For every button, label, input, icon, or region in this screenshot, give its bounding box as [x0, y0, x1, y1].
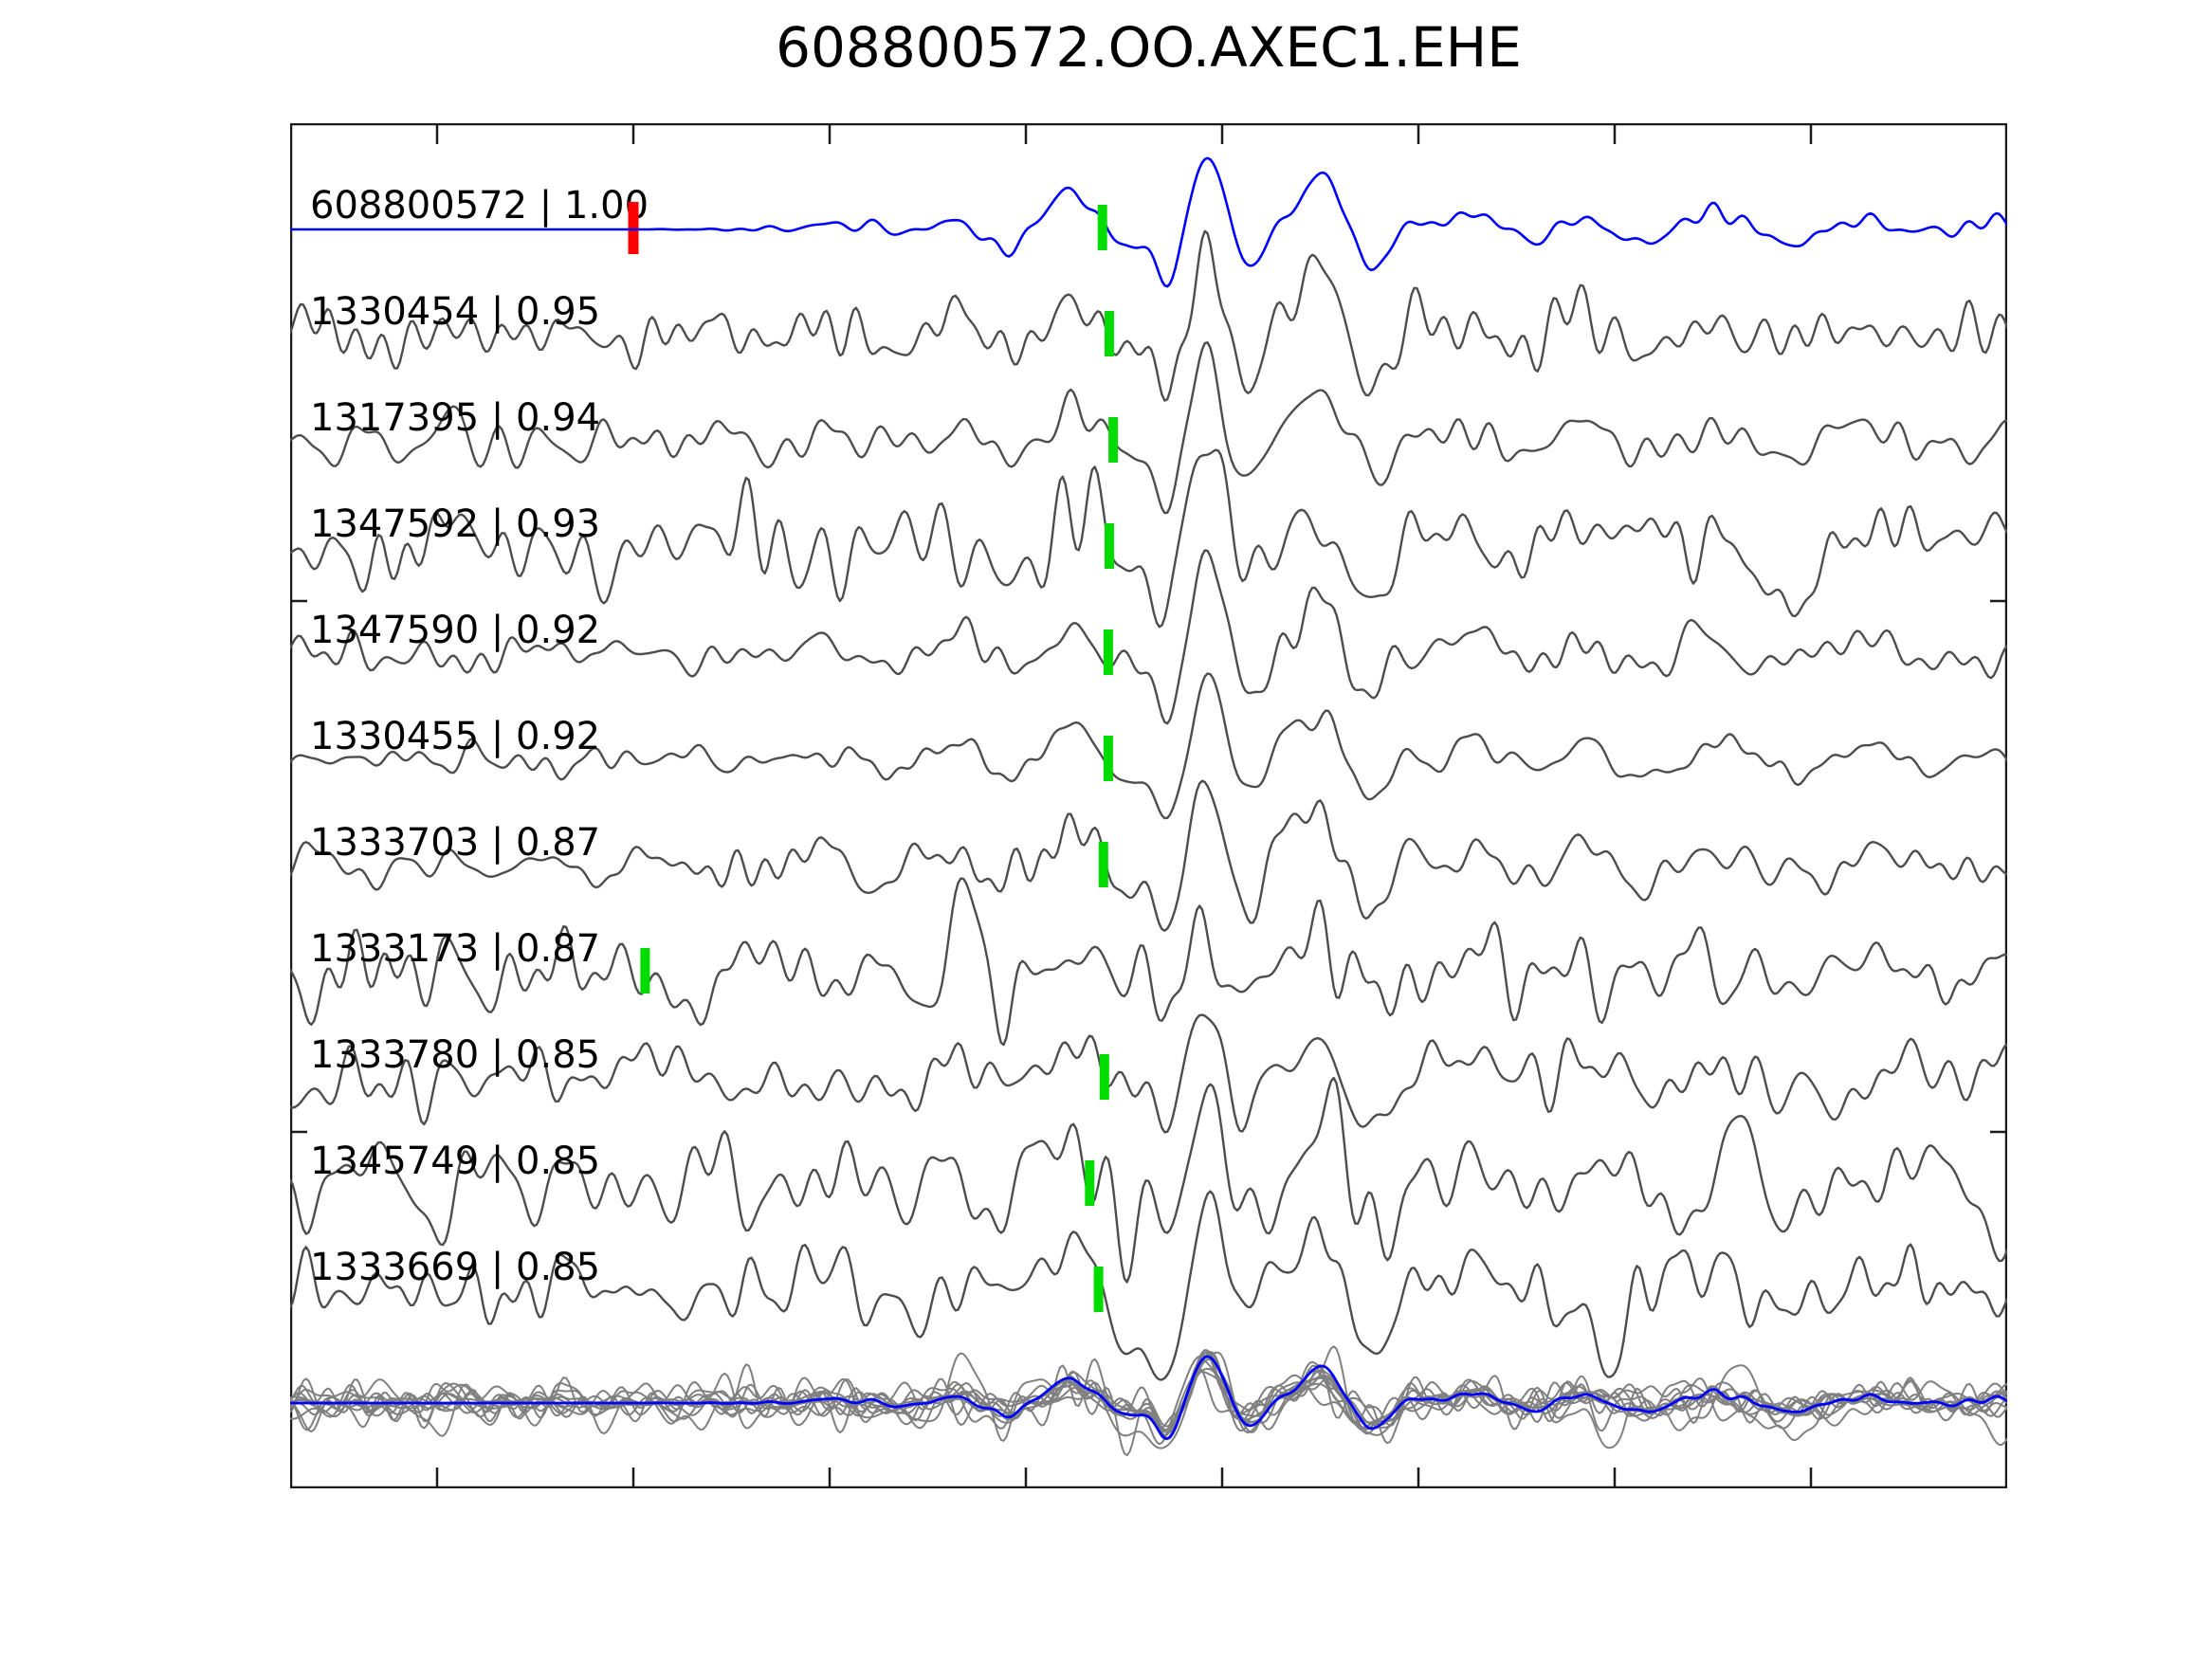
- waveform-trace: [288, 877, 2009, 1047]
- pick-marker-red: [628, 202, 639, 254]
- waveform-trace: [288, 448, 2009, 629]
- waveform-trace: [288, 549, 2009, 725]
- trace-label: 1347592 | 0.93: [310, 502, 600, 546]
- pick-marker-green: [1098, 842, 1108, 887]
- waveform-trace: [288, 341, 2009, 515]
- waveform-trace: [288, 1013, 2009, 1134]
- plot-area: -0.200.20.40.60.811.21.4608800572 | 1.00…: [288, 122, 2042, 1563]
- waveform-trace: [288, 229, 2009, 402]
- pick-marker-green: [1085, 1160, 1095, 1206]
- overlay-reference-waveform: [288, 1355, 2009, 1441]
- trace-label: 1345749 | 0.85: [310, 1139, 600, 1183]
- trace-label: 1333703 | 0.87: [310, 821, 600, 865]
- plot-border: [289, 122, 2008, 1489]
- trace-label: 1333669 | 0.85: [310, 1246, 600, 1289]
- pick-marker-green: [1105, 311, 1114, 356]
- waveform-trace: [288, 1190, 2009, 1381]
- trace-label: 608800572 | 1.00: [310, 184, 649, 228]
- trace-label: 1330455 | 0.92: [310, 715, 600, 758]
- waveform-trace: [288, 779, 2009, 932]
- trace-label: 1333173 | 0.87: [310, 927, 600, 971]
- overlay-waveform: [288, 1345, 2008, 1457]
- trace-label: 1317395 | 0.94: [310, 396, 600, 440]
- pick-marker-green: [1093, 1267, 1104, 1312]
- waveform-canvas: -0.200.20.40.60.811.21.4608800572 | 1.00…: [288, 122, 2042, 1563]
- trace-label: 1330454 | 0.95: [310, 290, 600, 334]
- overlay-waveform: [288, 1351, 2008, 1449]
- pick-marker-green: [1103, 629, 1113, 675]
- pick-marker-green: [1105, 523, 1114, 569]
- pick-marker-green: [640, 948, 650, 994]
- trace-label: 1347590 | 0.92: [310, 609, 600, 652]
- pick-marker-green: [1108, 417, 1119, 463]
- plot-title: 608800572.OO.AXEC1.EHE: [776, 15, 1522, 80]
- pick-marker-green: [1099, 1054, 1109, 1100]
- waveform-trace: [288, 1076, 2009, 1284]
- reference-waveform: [288, 156, 2009, 288]
- trace-label: 1333780 | 0.85: [310, 1033, 600, 1077]
- pick-marker-green: [1103, 736, 1113, 781]
- waveform-trace: [288, 672, 2009, 820]
- pick-marker-green: [1097, 205, 1107, 250]
